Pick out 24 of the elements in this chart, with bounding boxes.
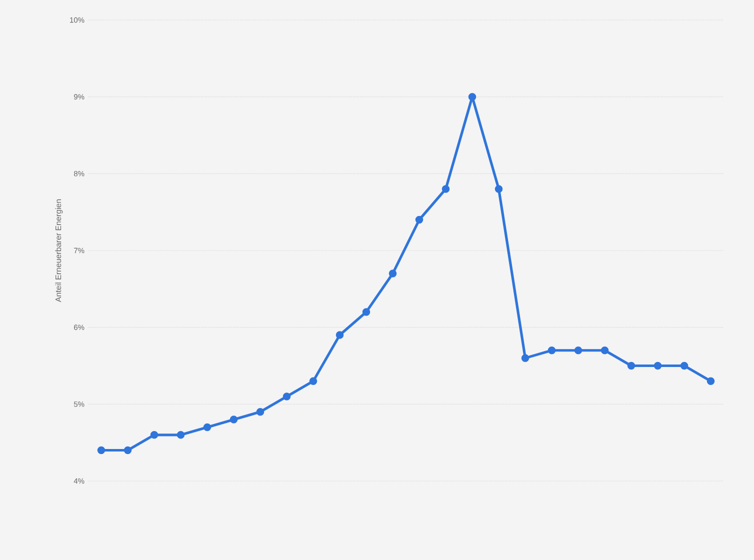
point <box>203 423 212 432</box>
point <box>362 308 370 316</box>
point <box>124 446 132 454</box>
point <box>680 362 688 370</box>
point <box>521 354 530 362</box>
point <box>309 377 318 385</box>
point <box>574 346 582 354</box>
point <box>176 431 185 439</box>
point <box>97 446 106 454</box>
point <box>150 431 158 439</box>
point <box>388 270 397 278</box>
point <box>282 392 291 400</box>
point <box>256 408 264 416</box>
point <box>627 362 636 370</box>
point <box>415 216 424 224</box>
point <box>442 185 450 193</box>
point <box>600 346 609 354</box>
point <box>654 362 662 370</box>
point <box>706 377 715 385</box>
point <box>494 185 503 193</box>
point <box>230 416 238 424</box>
point <box>336 331 344 339</box>
point <box>468 92 476 101</box>
point <box>548 346 556 354</box>
